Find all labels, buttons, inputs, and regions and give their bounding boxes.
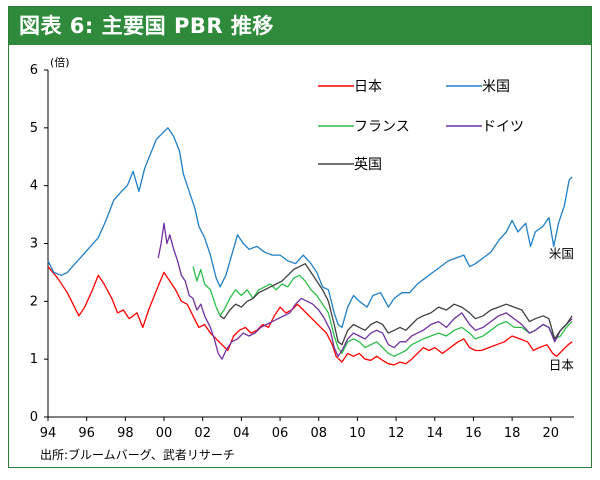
series-line-英国 <box>219 263 573 346</box>
y-tick-label: 3 <box>30 237 38 252</box>
chart-frame: 図表 6: 主要国 PBR 推移 <box>8 6 592 468</box>
y-tick-label: 2 <box>30 294 38 309</box>
legend-label: 日本 <box>354 79 382 95</box>
legend-label: ドイツ <box>482 119 524 135</box>
y-tick-label: 5 <box>30 121 38 136</box>
series-line-ドイツ <box>157 222 573 360</box>
series-line-米国 <box>47 127 573 329</box>
x-tick-label: 14 <box>426 426 443 441</box>
legend-label: 米国 <box>482 79 510 95</box>
x-tick-label: 20 <box>543 426 560 441</box>
legend-label: フランス <box>354 119 410 135</box>
series-line-日本 <box>47 266 573 366</box>
series-annotation: 日本 <box>549 358 575 373</box>
x-tick-label: 98 <box>117 426 134 441</box>
x-tick-label: 12 <box>388 426 405 441</box>
y-tick-label: 4 <box>30 179 38 194</box>
series-lines <box>47 127 573 366</box>
series-annotation: 米国 <box>549 246 574 261</box>
y-unit-label: (倍) <box>50 55 70 69</box>
y-tick-label: 6 <box>30 63 38 78</box>
x-tick-label: 96 <box>78 426 95 441</box>
x-tick-label: 06 <box>272 426 289 441</box>
chart-title: 図表 6: 主要国 PBR 推移 <box>9 7 591 45</box>
x-tick-label: 08 <box>310 426 327 441</box>
x-tick-label: 02 <box>194 426 211 441</box>
source-note: 出所:ブルームバーグ、武者リサーチ <box>40 448 235 462</box>
x-tick-label: 00 <box>156 426 173 441</box>
x-tick-label: 18 <box>504 426 521 441</box>
x-tick-label: 04 <box>233 426 250 441</box>
y-tick-label: 1 <box>30 352 38 367</box>
legend-label: 英国 <box>354 156 382 173</box>
y-tick-label: 0 <box>30 410 38 425</box>
x-tick-label: 16 <box>465 426 482 441</box>
series-line-フランス <box>192 266 573 357</box>
x-tick-label: 94 <box>40 426 57 441</box>
x-tick-label: 10 <box>349 426 366 441</box>
